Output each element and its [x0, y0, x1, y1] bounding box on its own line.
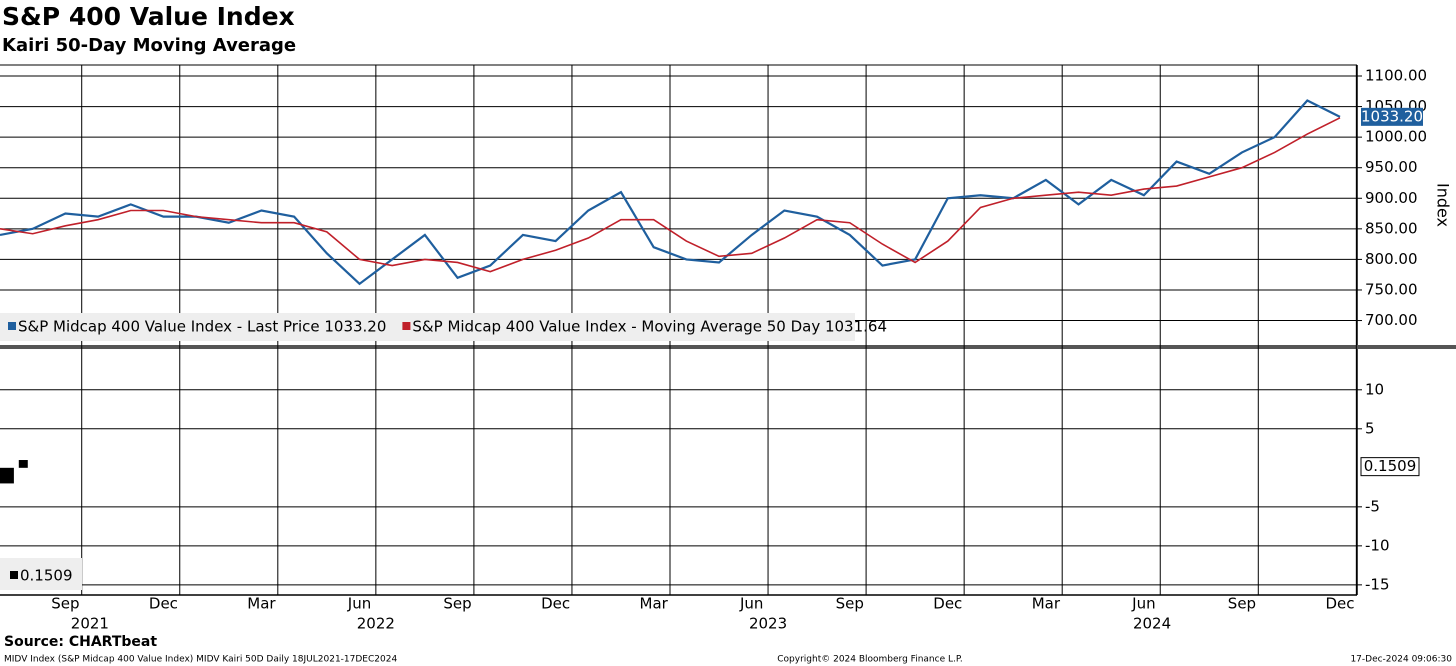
year-label: 2024 — [1133, 615, 1171, 633]
legend-bg — [0, 313, 855, 341]
x-tick-label: Sep — [836, 595, 864, 613]
source: Source: CHARTbeat — [4, 634, 157, 650]
y-tick-label: 700.00 — [1365, 311, 1418, 329]
copyright: Copyright© 2024 Bloomberg Finance L.P. — [777, 655, 962, 665]
x-tick-label: Jun — [1131, 595, 1155, 613]
legend-label: 0.1509 — [20, 567, 73, 585]
x-tick-label: Sep — [51, 595, 79, 613]
bar — [0, 467, 14, 484]
legend-label: S&P Midcap 400 Value Index - Last Price … — [18, 318, 386, 336]
legend-label: S&P Midcap 400 Value Index - Moving Aver… — [412, 318, 887, 336]
last-value-box — [1360, 457, 1420, 477]
x-tick-label: Dec — [149, 595, 178, 613]
series-line — [0, 99, 1341, 286]
y-tick-label: 1000.00 — [1365, 128, 1427, 146]
legend-swatch — [402, 322, 411, 330]
y-tick-label: 1100.00 — [1365, 67, 1427, 85]
separator — [0, 345, 1456, 349]
y-tick-label: 950.00 — [1365, 158, 1418, 176]
year-label: 2022 — [357, 615, 395, 633]
timestamp: 17-Dec-2024 09:06:30 — [1350, 655, 1452, 665]
series-line — [0, 117, 1341, 273]
x-tick-label: Jun — [739, 595, 763, 613]
y-tick-label: -15 — [1365, 575, 1390, 593]
x-tick-label: Mar — [640, 595, 669, 613]
y-tick-label: 5 — [1365, 419, 1375, 437]
chart-title: S&P 400 Value Index — [2, 2, 295, 31]
x-tick-label: Mar — [247, 595, 276, 613]
legend-swatch — [10, 571, 18, 579]
y-tick-label: 10 — [1365, 380, 1384, 398]
y-tick-label: 750.00 — [1365, 280, 1418, 298]
y-tick-label: 800.00 — [1365, 250, 1418, 268]
last-value-box — [1361, 107, 1423, 126]
y-tick-label: 850.00 — [1365, 219, 1418, 237]
x-tick-label: Dec — [541, 595, 570, 613]
x-tick-label: Dec — [933, 595, 962, 613]
y-tick-label: 900.00 — [1365, 189, 1418, 207]
year-label: 2023 — [749, 615, 787, 633]
x-tick-label: Mar — [1032, 595, 1061, 613]
bar — [18, 460, 28, 468]
x-tick-label: Sep — [443, 595, 471, 613]
chart-subtitle: Kairi 50-Day Moving Average — [2, 35, 296, 56]
legend-swatch — [8, 322, 16, 330]
y-axis-label: Index — [1434, 183, 1453, 227]
y-tick-label: -10 — [1365, 536, 1390, 554]
y-tick-label: -5 — [1365, 497, 1380, 515]
x-tick-label: Jun — [347, 595, 371, 613]
last-value-label: 0.1509 — [1364, 457, 1417, 475]
x-tick-label: Dec — [1325, 595, 1354, 613]
x-tick-label: Sep — [1228, 595, 1256, 613]
last-value-label: 1033.20 — [1361, 107, 1423, 125]
footer-info: MIDV Index (S&P Midcap 400 Value Index) … — [4, 655, 397, 665]
year-label: 2021 — [71, 615, 109, 633]
